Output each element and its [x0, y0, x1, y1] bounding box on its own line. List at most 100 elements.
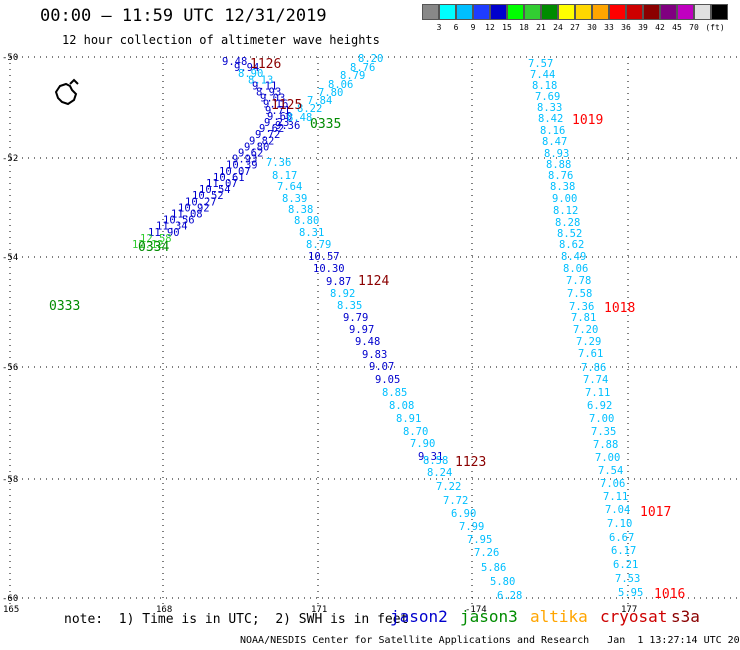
swh-value: 9.48 [222, 56, 247, 68]
legend-swatches [422, 4, 728, 20]
legend-label: 27 [570, 23, 580, 32]
swh-value: 11.34 [156, 221, 188, 233]
swh-value: 11.08 [171, 209, 203, 221]
swh-value: 8.92 [330, 288, 355, 300]
swh-value: 9.82 [249, 135, 274, 147]
swh-value: 8.79 [306, 239, 331, 251]
swh-value: 10.52 [192, 190, 224, 202]
swh-value: 10.56 [163, 215, 195, 227]
swh-value: 9.23 [264, 117, 289, 129]
swh-value: 7.20 [573, 324, 598, 336]
swh-value: 7.61 [578, 348, 603, 360]
footer-credit: NOAA/NESDIS Center for Satellite Applica… [240, 635, 740, 646]
swh-value: 8.33 [537, 102, 562, 114]
swh-value: 9.48 [355, 336, 380, 348]
swh-value: 9.16 [263, 99, 288, 111]
swh-value: 8.58 [423, 455, 448, 467]
pass-time-labels: 1126 1125 0335 0334 0333 1124 1123 1019 1018 1017… [49, 57, 685, 602]
swh-value: 8.22 [297, 103, 322, 115]
legend-swatch [592, 4, 609, 20]
swh-value: 8.31 [299, 227, 324, 239]
color-legend: 3 6 9 12 15 18 21 24 27 30 33 36 39 42 45 70 (ft) [422, 4, 728, 34]
swh-value: 8.79 [340, 70, 365, 82]
pass-time-label: 1018 [604, 301, 635, 316]
legend-label: 45 [672, 23, 682, 32]
legend-swatch [524, 4, 541, 20]
swh-value: 8.08 [389, 400, 414, 412]
swh-value: 8.12 [553, 205, 578, 217]
legend-swatch [711, 4, 728, 20]
swh-value: 9.31 [418, 451, 443, 463]
legend-label: 15 [502, 23, 512, 32]
swh-value: 8.17 [272, 170, 297, 182]
legend-label: 30 [587, 23, 597, 32]
satellite-label-cryosat: cryosat [600, 607, 668, 626]
legend-swatch [609, 4, 626, 20]
swh-value: 8.39 [282, 193, 307, 205]
swh-value: 7.06 [600, 478, 625, 490]
legend-label: 3 [436, 23, 442, 32]
swh-value: 7.84 [307, 95, 332, 107]
swh-value: 7.00 [595, 452, 620, 464]
swh-value: 5.95 [618, 587, 643, 599]
swh-value: 6.21 [613, 559, 638, 571]
swh-value: 8.13 [248, 74, 273, 86]
swh-value: 7.00 [589, 413, 614, 425]
swh-value: 9.83 [362, 349, 387, 361]
legend-swatch [694, 4, 711, 20]
swh-value: 8.88 [546, 159, 571, 171]
swh-value: 8.20 [358, 53, 383, 65]
lat-label: -52 [2, 154, 18, 164]
swh-value: 7.53 [615, 573, 640, 585]
legend-swatch [677, 4, 694, 20]
legend-label: 70 [689, 23, 699, 32]
legend-swatch [490, 4, 507, 20]
swh-value: 10.27 [185, 196, 217, 208]
swh-value: 6.17 [611, 545, 636, 557]
swh-value: 8.47 [542, 136, 567, 148]
swh-value: 9.11 [252, 80, 277, 92]
swh-value: 8.90 [238, 68, 263, 80]
swh-value: 8.85 [382, 387, 407, 399]
swh-value: 7.10 [607, 518, 632, 530]
swh-value: 7.64 [277, 181, 302, 193]
swh-value: 7.72 [443, 495, 468, 507]
swh-value: 8.76 [548, 170, 573, 182]
legend-swatch [660, 4, 677, 20]
pass-time-label: 1017 [640, 505, 671, 520]
swh-value: 9.80 [244, 141, 269, 153]
swh-value: 7.58 [567, 288, 592, 300]
swh-value: 8.42 [538, 113, 563, 125]
swh-value: 7.57 [528, 58, 553, 70]
swh-value: 9.97 [349, 324, 374, 336]
island-outline [54, 78, 79, 106]
swh-value: 8.70 [403, 426, 428, 438]
swh-value: 7.78 [566, 275, 591, 287]
lat-label: -60 [2, 594, 18, 604]
note-text: note: 1) Time is in UTC; 2) SWH is in fe… [64, 612, 409, 627]
swh-value: 7.04 [605, 504, 630, 516]
legend-label: (ft) [705, 23, 725, 32]
swh-value: 9.87 [326, 276, 351, 288]
lat-label: -56 [2, 363, 18, 373]
satellite-label-s3a: s3a [671, 607, 700, 626]
swh-value: 8.80 [294, 215, 319, 227]
legend-swatch [456, 4, 473, 20]
legend-swatch [626, 4, 643, 20]
swh-value: 8.76 [350, 62, 375, 74]
lon-label: 168 [156, 605, 172, 615]
swh-value: 10.92 [178, 202, 210, 214]
lon-label: -174 [465, 605, 487, 615]
pass-time-label: 0333 [49, 299, 80, 314]
swh-value: 7.86 [581, 362, 606, 374]
legend-swatch [558, 4, 575, 20]
legend-swatch [541, 4, 558, 20]
legend-labels: 3 6 9 12 15 18 21 24 27 30 33 36 39 42 45 70 (ft) [422, 20, 728, 34]
pass-time-label: 0335 [310, 117, 341, 132]
legend-swatch [643, 4, 660, 20]
lon-label: 177 [621, 605, 637, 615]
swh-value: 8.49 [561, 251, 586, 263]
swh-value: 7.26 [474, 547, 499, 559]
legend-label: 6 [453, 23, 459, 32]
